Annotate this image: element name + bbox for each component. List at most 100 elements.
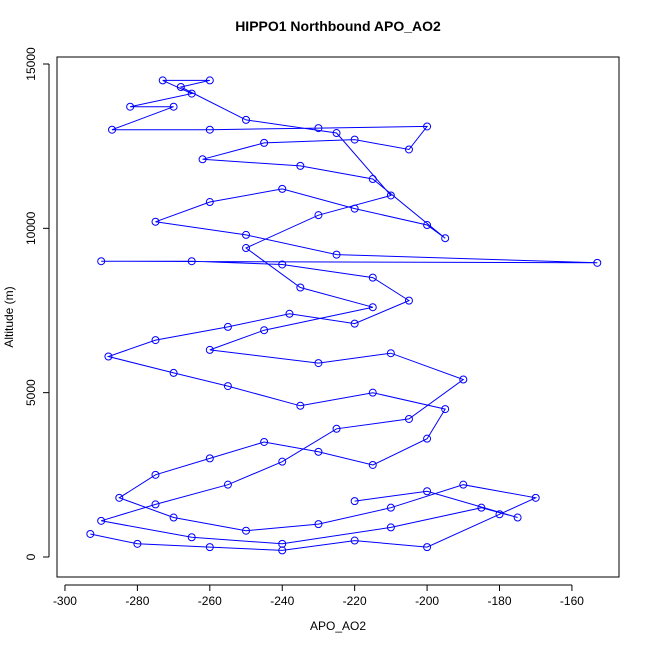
- point: [423, 434, 432, 443]
- point: [151, 500, 160, 509]
- point: [108, 125, 117, 134]
- chart-title: HIPPO1 Northbound APO_AO2: [235, 18, 441, 34]
- point: [285, 309, 294, 318]
- x-tick-label: -260: [198, 594, 222, 608]
- point: [513, 513, 522, 522]
- point: [386, 503, 395, 512]
- point: [593, 258, 602, 267]
- point: [386, 349, 395, 358]
- point: [314, 124, 323, 133]
- point: [350, 319, 359, 328]
- point: [459, 480, 468, 489]
- point: [278, 457, 287, 466]
- point: [404, 414, 413, 423]
- y-tick-label: 0: [24, 553, 38, 560]
- point: [441, 234, 450, 243]
- point: [423, 122, 432, 131]
- point: [296, 161, 305, 170]
- point: [368, 273, 377, 282]
- point: [423, 221, 432, 230]
- point: [97, 257, 106, 266]
- point: [386, 191, 395, 200]
- x-tick-label: -240: [270, 594, 294, 608]
- point: [260, 437, 269, 446]
- point: [459, 375, 468, 384]
- point: [97, 516, 106, 525]
- point: [169, 368, 178, 377]
- point: [278, 539, 287, 548]
- x-axis-label: APO_AO2: [310, 619, 366, 633]
- point: [198, 155, 207, 164]
- point: [242, 230, 251, 239]
- point: [368, 303, 377, 312]
- point: [187, 533, 196, 542]
- point: [296, 401, 305, 410]
- point: [441, 405, 450, 414]
- point: [158, 76, 167, 85]
- point: [151, 217, 160, 226]
- plot-frame: [56, 56, 620, 578]
- point: [86, 529, 95, 538]
- y-tick-label: 5000: [24, 379, 38, 406]
- point: [205, 345, 214, 354]
- point: [314, 447, 323, 456]
- point: [350, 497, 359, 506]
- point: [126, 102, 135, 111]
- point: [169, 102, 178, 111]
- point: [205, 76, 214, 85]
- point: [205, 454, 214, 463]
- x-tick-label: -300: [53, 594, 77, 608]
- point: [242, 115, 251, 124]
- point: [495, 510, 504, 519]
- point: [296, 283, 305, 292]
- point: [531, 493, 540, 502]
- point: [115, 493, 124, 502]
- point: [176, 83, 185, 92]
- point: [151, 336, 160, 345]
- point: [368, 460, 377, 469]
- point: [350, 536, 359, 545]
- point: [223, 480, 232, 489]
- point: [404, 296, 413, 305]
- point: [477, 503, 486, 512]
- point: [368, 175, 377, 184]
- point: [242, 526, 251, 535]
- point: [205, 125, 214, 134]
- point: [423, 543, 432, 552]
- point: [350, 204, 359, 213]
- point: [187, 257, 196, 266]
- point: [242, 244, 251, 253]
- point: [151, 470, 160, 479]
- point: [205, 198, 214, 207]
- point: [404, 145, 413, 154]
- point: [104, 352, 113, 361]
- x-tick-label: -280: [125, 594, 149, 608]
- point: [223, 322, 232, 331]
- point: [133, 539, 142, 548]
- point: [278, 184, 287, 193]
- point: [332, 129, 341, 138]
- point: [314, 520, 323, 529]
- point: [332, 250, 341, 259]
- point: [423, 487, 432, 496]
- y-tick-label: 15000: [24, 47, 38, 81]
- y-tick-label: 10000: [24, 211, 38, 245]
- point: [386, 523, 395, 532]
- point: [260, 326, 269, 335]
- x-tick-label: -220: [343, 594, 367, 608]
- point: [350, 135, 359, 144]
- point: [223, 382, 232, 391]
- series-line: [90, 79, 598, 551]
- x-tick-label: -160: [560, 594, 584, 608]
- point: [368, 388, 377, 397]
- point: [314, 211, 323, 220]
- x-tick-label: -200: [415, 594, 439, 608]
- point: [278, 260, 287, 269]
- x-tick-label: -180: [487, 594, 511, 608]
- point: [187, 89, 196, 98]
- point: [169, 513, 178, 522]
- y-axis-label: Altitude (m): [2, 286, 16, 347]
- point: [314, 359, 323, 368]
